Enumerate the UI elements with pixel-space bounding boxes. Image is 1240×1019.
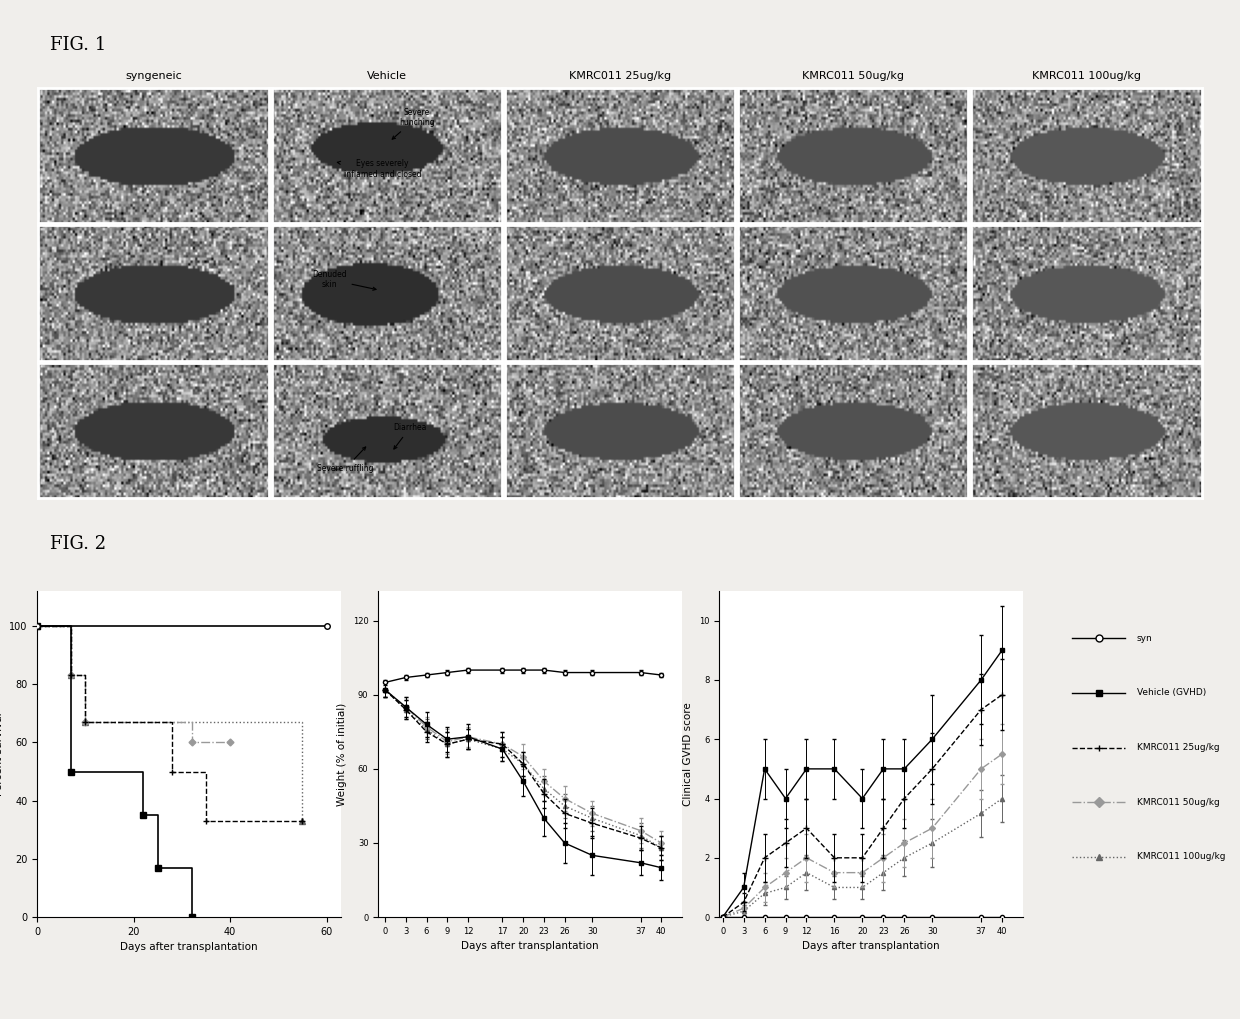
Y-axis label: Clinical GVHD score: Clinical GVHD score bbox=[683, 702, 693, 806]
Text: KMRC011 50ug/kg: KMRC011 50ug/kg bbox=[1137, 798, 1220, 806]
Text: syngeneic: syngeneic bbox=[125, 70, 182, 81]
Text: Diarrhea: Diarrhea bbox=[393, 423, 427, 449]
Text: Eyes severely
inflamed and closed: Eyes severely inflamed and closed bbox=[337, 159, 422, 178]
Text: KMRC011 100ug/kg: KMRC011 100ug/kg bbox=[1137, 852, 1225, 861]
Text: KMRC011 25ug/kg: KMRC011 25ug/kg bbox=[1137, 743, 1220, 752]
Text: KMRC011 50ug/kg: KMRC011 50ug/kg bbox=[802, 70, 904, 81]
X-axis label: Days after transplantation: Days after transplantation bbox=[802, 942, 940, 952]
Text: Severe ruffling: Severe ruffling bbox=[317, 447, 373, 473]
Text: Vehicle: Vehicle bbox=[367, 70, 407, 81]
Text: FIG. 2: FIG. 2 bbox=[50, 535, 105, 553]
Text: Vehicle (GVHD): Vehicle (GVHD) bbox=[1137, 689, 1207, 697]
Y-axis label: Percent survival: Percent survival bbox=[0, 712, 4, 796]
Text: KMRC011 25ug/kg: KMRC011 25ug/kg bbox=[569, 70, 671, 81]
Text: FIG. 1: FIG. 1 bbox=[50, 36, 105, 54]
Text: syn: syn bbox=[1137, 634, 1153, 643]
Y-axis label: Weight (% of initial): Weight (% of initial) bbox=[337, 702, 347, 806]
X-axis label: Days after transplantation: Days after transplantation bbox=[120, 943, 258, 953]
Text: KMRC011 100ug/kg: KMRC011 100ug/kg bbox=[1032, 70, 1141, 81]
Text: Severe
hunching: Severe hunching bbox=[392, 108, 435, 140]
X-axis label: Days after transplantation: Days after transplantation bbox=[461, 942, 599, 952]
Text: Denuded
skin: Denuded skin bbox=[312, 270, 376, 290]
